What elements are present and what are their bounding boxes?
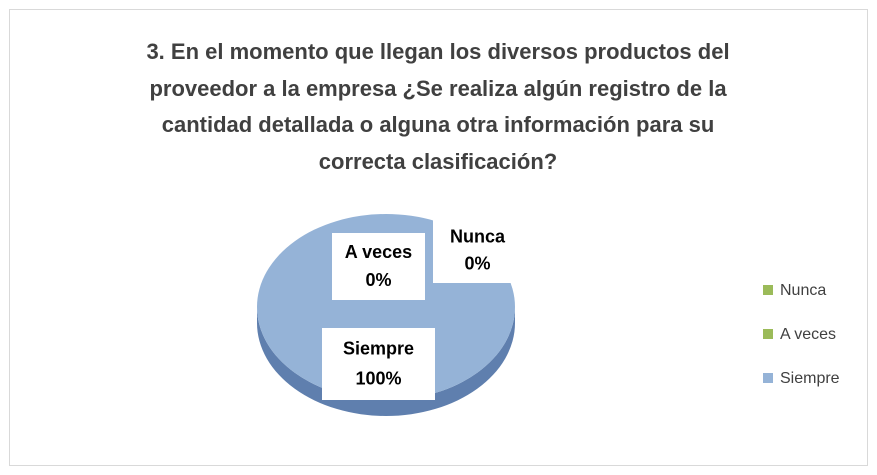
- legend-swatch: [763, 373, 773, 383]
- chart-title: 3. En el momento que llegan los diversos…: [146, 39, 730, 174]
- pie-side: [257, 307, 515, 416]
- legend-swatch: [763, 329, 773, 339]
- data-label-value: 100%: [355, 369, 401, 389]
- data-label-box: [322, 328, 435, 400]
- data-label-box: [332, 233, 425, 300]
- data-label-name: Siempre: [343, 338, 414, 358]
- legend-swatch: [763, 285, 773, 295]
- data-label-name: Nunca: [450, 226, 506, 246]
- legend-label: Nunca: [780, 282, 826, 299]
- data-label-value: 0%: [365, 270, 391, 290]
- legend-label: A veces: [780, 326, 836, 343]
- data-label-value: 0%: [464, 254, 490, 274]
- legend-label: Siempre: [780, 370, 840, 387]
- data-label-name: A veces: [345, 242, 412, 262]
- data-label-box: [433, 218, 522, 283]
